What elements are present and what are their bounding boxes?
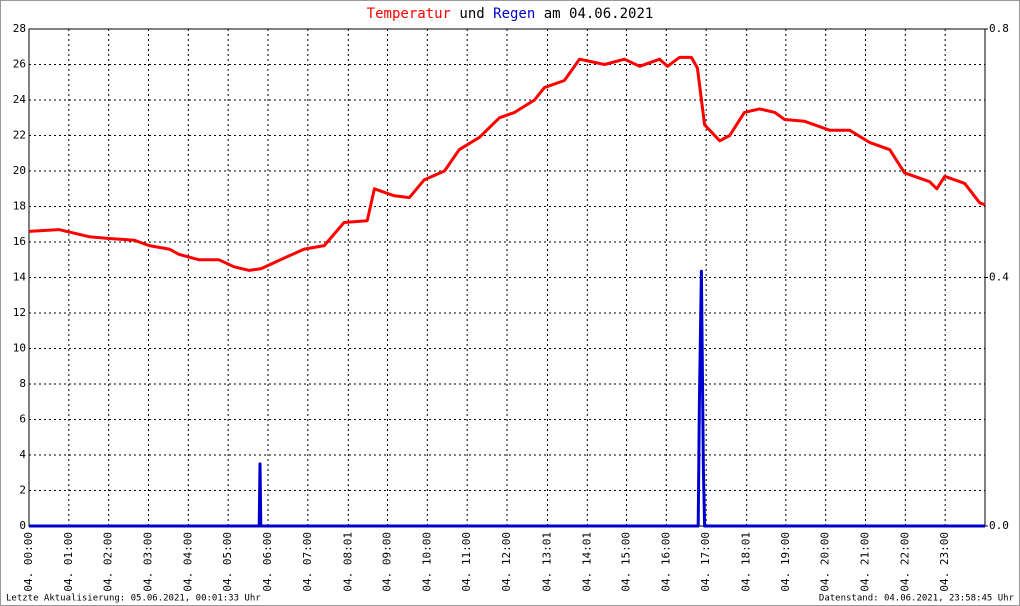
y-tick-label: 20 xyxy=(13,164,26,177)
y-tick-label: 12 xyxy=(13,306,26,319)
series-line xyxy=(28,55,986,272)
data-status: Datenstand: 04.06.2021, 23:58:45 Uhr xyxy=(819,594,1015,604)
y-tick-label: 18 xyxy=(13,200,26,213)
y-tick-label: 8 xyxy=(19,377,26,390)
y2-tick-label: 0.8 xyxy=(989,22,1009,35)
x-tick-label: 04. 02:00 xyxy=(102,532,115,592)
x-tick-label: 04. 19:00 xyxy=(779,532,792,592)
x-tick-label: 04. 22:00 xyxy=(898,532,911,592)
title-joiner: und xyxy=(459,6,484,22)
x-tick-label: 04. 10:00 xyxy=(420,532,433,592)
x-tick-label: 04. 01:00 xyxy=(62,532,75,592)
x-tick-label: 04. 05:00 xyxy=(221,532,234,592)
y-tick-label: 2 xyxy=(19,484,26,497)
x-tick-label: 04. 18:01 xyxy=(740,532,753,592)
y2-tick-label: 0.4 xyxy=(989,271,1009,284)
x-tick-label: 04. 07:00 xyxy=(301,532,314,592)
x-tick-label: 04. 21:00 xyxy=(859,532,872,592)
y2-tick-label: 0.0 xyxy=(989,519,1009,532)
y-tick-label: 26 xyxy=(13,58,26,71)
x-tick-label: 04. 06:00 xyxy=(261,532,274,592)
y-tick-label: 22 xyxy=(13,129,26,142)
y-tick-label: 28 xyxy=(13,22,26,35)
y-tick-label: 6 xyxy=(19,413,26,426)
y-tick-label: 0 xyxy=(19,519,26,532)
x-tick-label: 04. 15:00 xyxy=(620,532,633,592)
x-tick-label: 04. 12:00 xyxy=(500,532,513,592)
x-tick-label: 04. 23:00 xyxy=(938,532,951,592)
title-date: am 04.06.2021 xyxy=(544,6,654,22)
y-tick-label: 4 xyxy=(19,448,26,461)
x-tick-label: 04. 20:00 xyxy=(819,532,832,592)
y-tick-label: 24 xyxy=(13,93,27,106)
x-tick-label: 04. 04:00 xyxy=(181,532,194,592)
title-temp: Temperatur xyxy=(367,6,451,22)
x-tick-label: 04. 08:01 xyxy=(341,532,354,592)
x-tick-label: 04. 03:00 xyxy=(142,532,155,592)
title-rain: Regen xyxy=(493,6,535,22)
y-tick-label: 16 xyxy=(13,235,26,248)
x-tick-label: 04. 14:01 xyxy=(580,532,593,592)
x-tick-label: 04. 00:00 xyxy=(22,532,35,592)
last-update: Letzte Aktualisierung: 05.06.2021, 00:01… xyxy=(6,594,261,604)
chart-title: Temperatur und Regen am 04.06.2021 xyxy=(367,6,654,22)
y-tick-label: 10 xyxy=(13,342,26,355)
x-tick-label: 04. 13:01 xyxy=(540,532,553,592)
y-tick-label: 14 xyxy=(13,271,27,284)
x-tick-label: 04. 17:00 xyxy=(699,532,712,592)
series-line xyxy=(29,269,985,528)
x-tick-label: 04. 09:00 xyxy=(381,532,394,592)
x-tick-label: 04. 11:00 xyxy=(460,532,473,592)
x-tick-label: 04. 16:00 xyxy=(659,532,672,592)
